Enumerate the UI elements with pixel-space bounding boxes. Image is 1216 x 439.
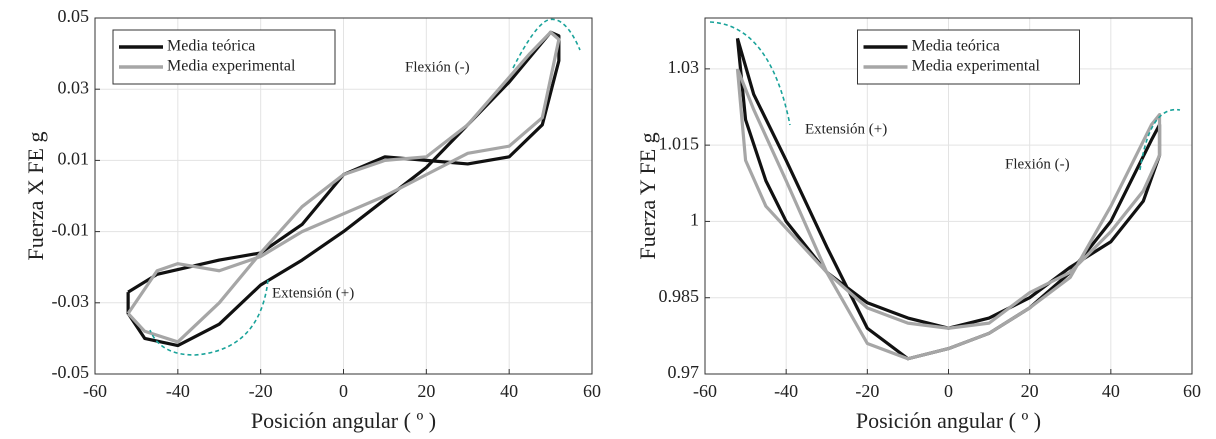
- annotation-arrows: [149, 18, 1181, 356]
- x-tick-label: -20: [249, 381, 273, 401]
- x-tick-label: 60: [583, 381, 601, 401]
- x-tick-label: 40: [1102, 381, 1120, 401]
- arrow: [1139, 108, 1181, 171]
- y-tick-label: 0.03: [58, 77, 90, 97]
- x-tick-label: -40: [774, 381, 798, 401]
- x-axis-label: Posición angular ( º ): [856, 408, 1041, 433]
- y-axis-label: Fuerza X FE g: [23, 132, 48, 261]
- x-tick-label: -20: [855, 381, 879, 401]
- x-tick-label: -60: [83, 381, 107, 401]
- x-tick-label: 20: [417, 381, 435, 401]
- x-axis-label: Posición angular ( º ): [251, 408, 436, 433]
- annotation: Flexión (-): [1005, 156, 1070, 172]
- legend-box: [857, 29, 1080, 85]
- y-tick-label: -0.05: [52, 362, 90, 382]
- legend-label: Media experimental: [167, 58, 296, 75]
- legend: Media teórica Media experimental: [112, 29, 336, 85]
- legend-label: Media experimental: [912, 58, 1041, 75]
- x-tick-label: 60: [1183, 381, 1201, 401]
- x-tick-label: 20: [1021, 381, 1039, 401]
- x-tick-label: 40: [500, 381, 518, 401]
- x-tick-label: 0: [339, 381, 348, 401]
- legend-box: [112, 29, 336, 85]
- annotation: Extensión (+): [272, 285, 354, 301]
- x-tick-label: -60: [693, 381, 717, 401]
- data-line: [126, 30, 561, 344]
- y-tick-label: 0.97: [668, 362, 700, 382]
- annotation: Flexión (-): [405, 59, 470, 75]
- y-tick-label: 0.01: [58, 149, 90, 169]
- y-tick-label: 1.015: [659, 133, 700, 153]
- data-line: [735, 68, 1162, 361]
- x-tick-label: -40: [166, 381, 190, 401]
- legend: Media teórica Media experimental: [857, 29, 1080, 85]
- y-axis-label: Fuerza Y FE g: [635, 132, 660, 259]
- annotation: Extensión (+): [805, 121, 887, 137]
- plot-frame: [94, 17, 593, 375]
- legend-label: Media teórica: [912, 38, 1000, 55]
- y-tick-label: 0.985: [659, 286, 700, 306]
- arrow: [709, 21, 791, 126]
- y-tick-label: 0.05: [58, 6, 90, 26]
- legend-label: Media teórica: [167, 38, 255, 55]
- arrow: [512, 18, 581, 69]
- y-tick-label: -0.03: [52, 291, 90, 311]
- y-tick-label: 1.03: [668, 57, 700, 77]
- plot-frame: [704, 17, 1193, 375]
- arrow: [149, 279, 269, 356]
- x-tick-label: 0: [944, 381, 953, 401]
- y-tick-label: 1: [690, 210, 699, 230]
- y-tick-label: -0.01: [52, 220, 90, 240]
